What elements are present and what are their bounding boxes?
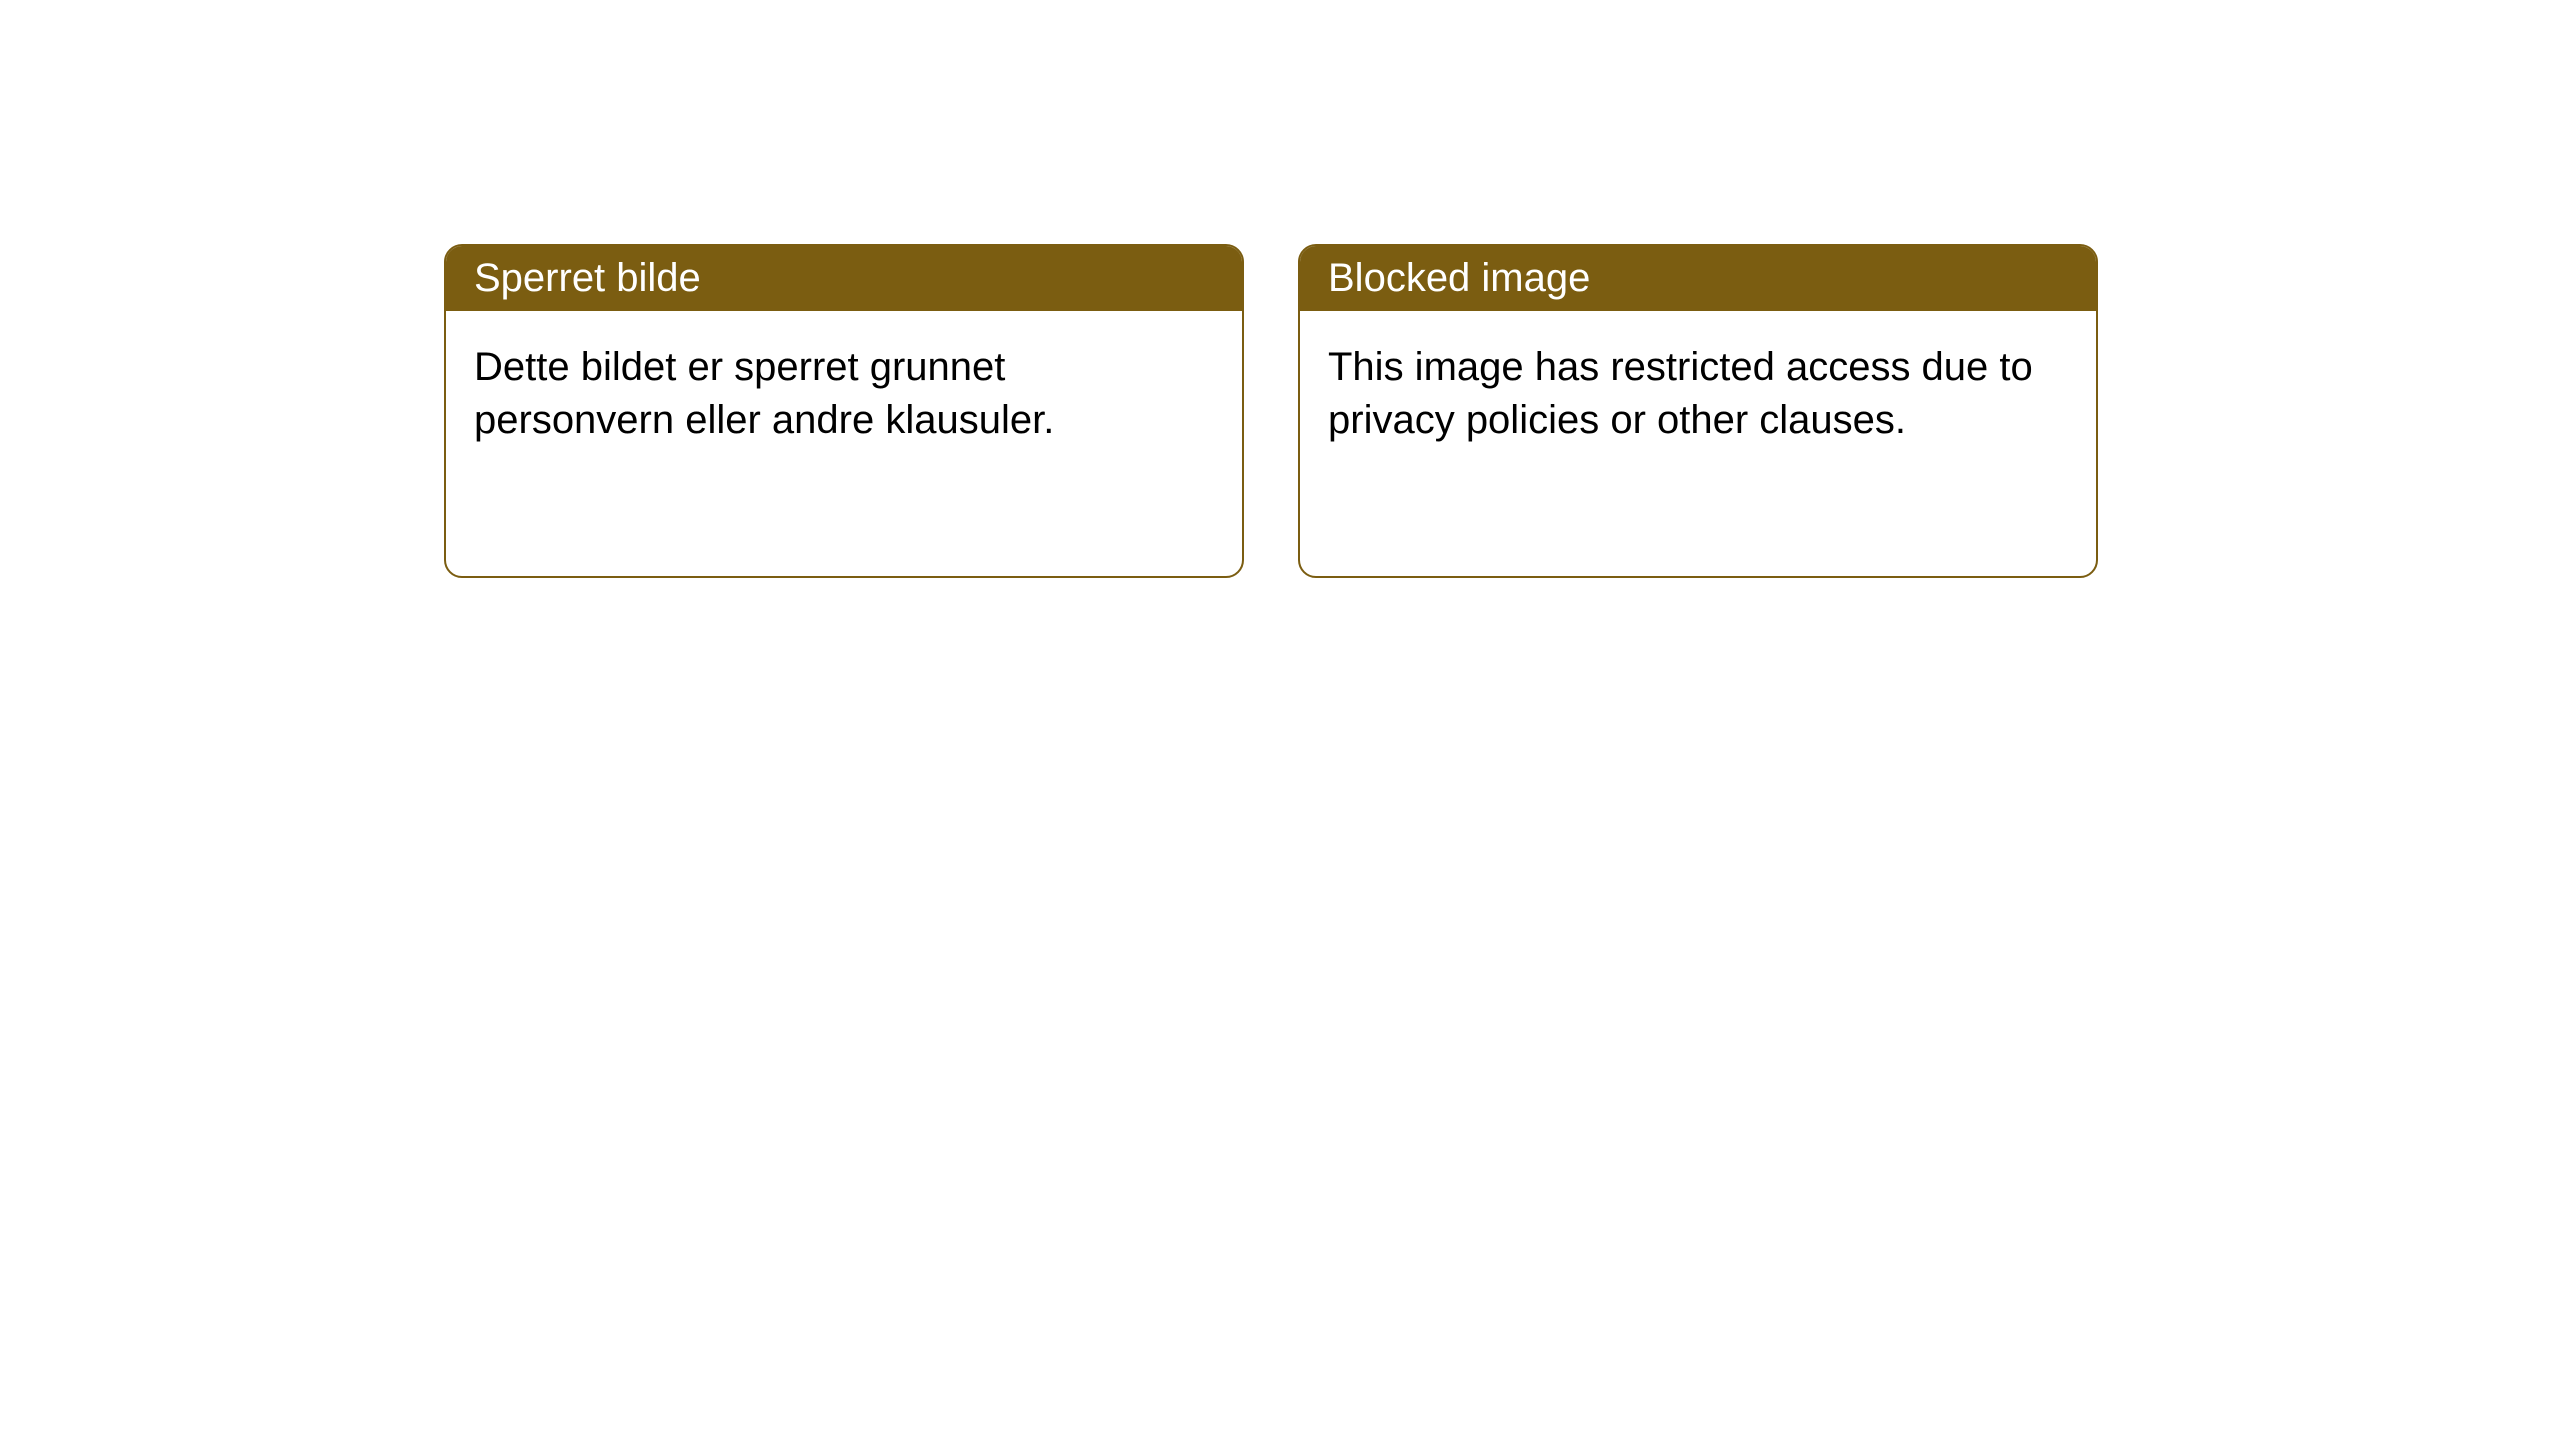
card-title: Blocked image: [1300, 246, 2096, 311]
card-body: Dette bildet er sperret grunnet personve…: [446, 311, 1242, 477]
card-body: This image has restricted access due to …: [1300, 311, 2096, 477]
card-title: Sperret bilde: [446, 246, 1242, 311]
notice-container: Sperret bilde Dette bildet er sperret gr…: [0, 0, 2560, 578]
notice-card-english: Blocked image This image has restricted …: [1298, 244, 2098, 578]
notice-card-norwegian: Sperret bilde Dette bildet er sperret gr…: [444, 244, 1244, 578]
